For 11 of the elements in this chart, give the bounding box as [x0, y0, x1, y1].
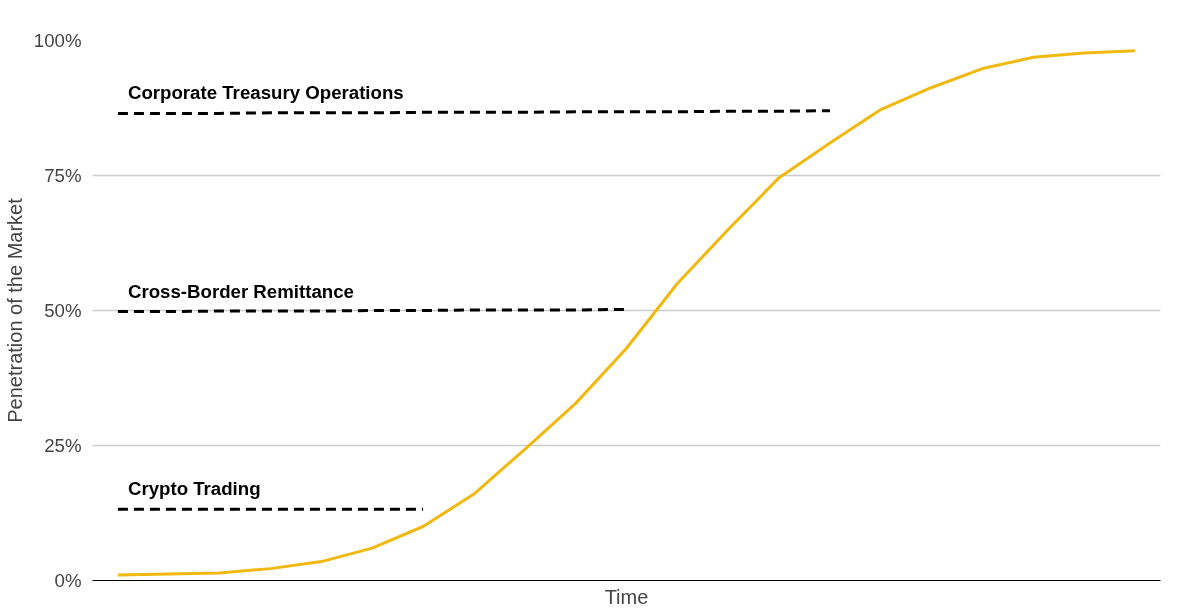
line-series [116, 49, 1137, 577]
y-tick-label: 100% [33, 30, 82, 51]
series-label: Cross-Border Remittance [127, 280, 354, 302]
y-tick-label: 25% [44, 435, 82, 456]
y-axis-title: Penetration of the Market [3, 197, 26, 423]
x-axis-title: Time [604, 585, 649, 608]
series-label: Crypto Trading [127, 478, 261, 500]
y-tick-label: 75% [44, 165, 82, 186]
series-label: Corporate Treasury Operations [127, 82, 404, 104]
y-tick-label: 0% [54, 570, 82, 591]
y-tick-label: 50% [44, 300, 82, 321]
